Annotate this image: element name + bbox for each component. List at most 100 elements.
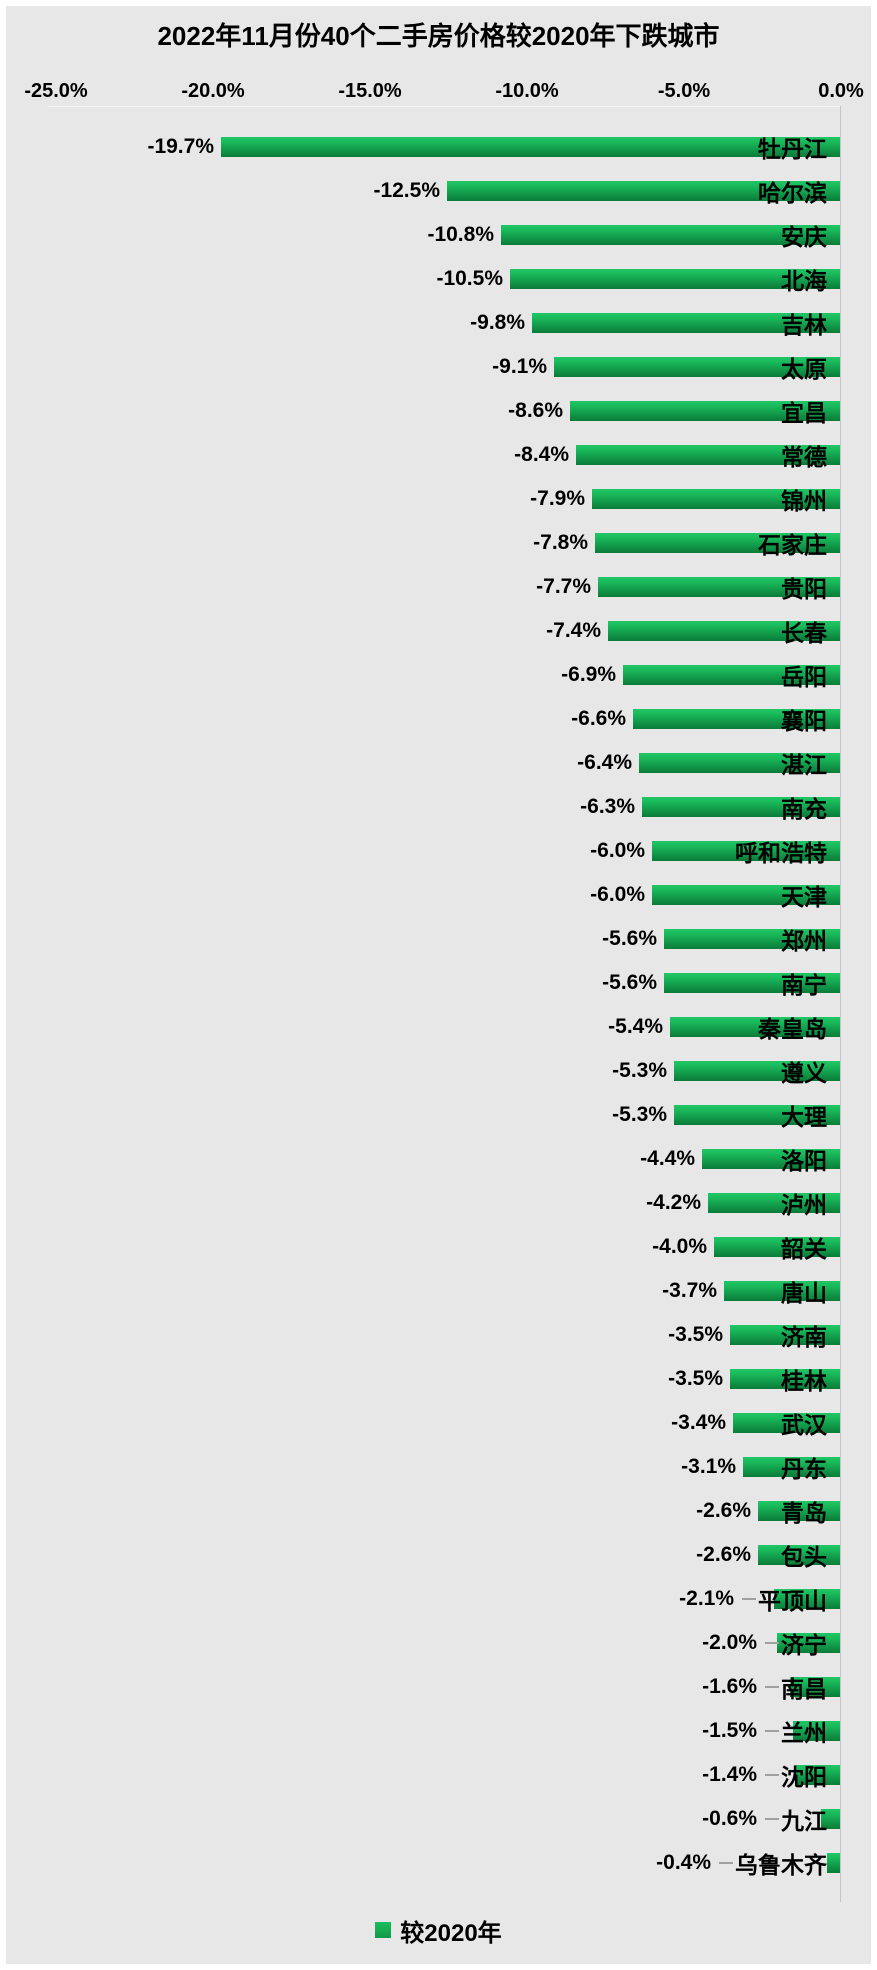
value-label: -3.5% xyxy=(668,1367,723,1390)
city-label: 兰州 xyxy=(781,1720,827,1746)
city-label: 郑州 xyxy=(781,928,827,954)
leader-line xyxy=(765,1686,779,1688)
zero-axis-line xyxy=(840,106,841,1902)
city-label: 贵阳 xyxy=(781,576,827,602)
bar xyxy=(758,1545,840,1565)
bar-row-labels: -1.4% 沈阳 xyxy=(702,1753,827,1797)
value-label: -2.0% xyxy=(702,1631,757,1654)
bar xyxy=(510,269,840,289)
value-label: -6.0% xyxy=(590,839,645,862)
bar xyxy=(595,533,840,553)
bar-row-labels: -2.0% 济宁 xyxy=(702,1621,827,1665)
value-label: -3.5% xyxy=(668,1323,723,1346)
bar xyxy=(447,181,840,201)
value-label: -8.6% xyxy=(508,399,563,422)
bar xyxy=(570,401,840,421)
value-label: -6.6% xyxy=(571,707,626,730)
bar xyxy=(793,1721,840,1741)
city-label: 韶关 xyxy=(781,1236,827,1262)
value-label: -3.1% xyxy=(681,1455,736,1478)
leader-line xyxy=(765,1818,779,1820)
city-label: 锦州 xyxy=(781,488,827,514)
value-label: -2.6% xyxy=(696,1543,751,1566)
city-label: 襄阳 xyxy=(781,708,827,734)
bar xyxy=(592,489,840,509)
value-label: -7.8% xyxy=(533,531,588,554)
bar xyxy=(730,1369,840,1389)
city-label: 哈尔滨 xyxy=(758,180,827,206)
value-label: -6.9% xyxy=(561,663,616,686)
bar xyxy=(576,445,840,465)
city-label: 济南 xyxy=(781,1324,827,1350)
city-label: 秦皇岛 xyxy=(758,1016,827,1042)
value-label: -6.4% xyxy=(577,751,632,774)
leader-line xyxy=(742,1598,756,1600)
value-label: -19.7% xyxy=(147,135,214,158)
bar-row-labels: -1.6% 南昌 xyxy=(702,1665,827,1709)
city-label: 洛阳 xyxy=(781,1148,827,1174)
legend-swatch xyxy=(375,1922,392,1938)
bar xyxy=(714,1237,840,1257)
bar xyxy=(639,753,840,773)
city-label: 呼和浩特 xyxy=(735,840,827,866)
bar-row-labels: -2.1% 平顶山 xyxy=(679,1577,827,1621)
city-label: 桂林 xyxy=(781,1368,827,1394)
city-label: 吉林 xyxy=(781,312,827,338)
city-label: 大理 xyxy=(781,1104,827,1130)
leader-line xyxy=(719,1862,733,1864)
city-label: 乌鲁木齐 xyxy=(735,1852,827,1878)
bar xyxy=(821,1809,840,1829)
x-axis-tick: -20.0% xyxy=(181,80,245,102)
bar xyxy=(724,1281,840,1301)
city-label: 九江 xyxy=(781,1808,827,1834)
x-axis-tick: -5.0% xyxy=(657,80,711,102)
value-label: -12.5% xyxy=(373,179,440,202)
city-label: 安庆 xyxy=(781,224,827,250)
value-label: -5.6% xyxy=(602,971,657,994)
value-label: -2.6% xyxy=(696,1499,751,1522)
leader-line xyxy=(765,1642,779,1644)
city-label: 宜昌 xyxy=(781,400,827,426)
value-label: -7.4% xyxy=(546,619,601,642)
bar-row-labels: -0.6% 九江 xyxy=(702,1797,827,1841)
value-label: -7.7% xyxy=(536,575,591,598)
x-axis-tick: -15.0% xyxy=(338,80,402,102)
city-label: 泸州 xyxy=(781,1192,827,1218)
value-label: -5.3% xyxy=(612,1059,667,1082)
bar xyxy=(598,577,840,597)
value-label: -9.8% xyxy=(470,311,525,334)
city-label: 湛江 xyxy=(781,752,827,778)
x-axis-tick: -25.0% xyxy=(24,80,88,102)
city-label: 南充 xyxy=(781,796,827,822)
bar xyxy=(702,1149,840,1169)
city-label: 北海 xyxy=(781,268,827,294)
bar xyxy=(674,1105,840,1125)
bar xyxy=(501,225,840,245)
value-label: -1.4% xyxy=(702,1763,757,1786)
city-label: 石家庄 xyxy=(758,532,827,558)
bar xyxy=(708,1193,840,1213)
city-label: 牡丹江 xyxy=(758,136,827,162)
value-label: -4.0% xyxy=(652,1235,707,1258)
bar xyxy=(796,1765,840,1785)
legend-label: 较2020年 xyxy=(400,1919,502,1947)
value-label: -0.6% xyxy=(702,1807,757,1830)
bar xyxy=(623,665,840,685)
value-label: -10.8% xyxy=(427,223,494,246)
plot-area-top-border xyxy=(48,106,841,107)
bar xyxy=(554,357,840,377)
bar xyxy=(730,1325,840,1345)
bar xyxy=(670,1017,840,1037)
bar xyxy=(633,709,840,729)
value-label: -3.7% xyxy=(662,1279,717,1302)
city-label: 长春 xyxy=(781,620,827,646)
value-label: -9.1% xyxy=(492,355,547,378)
legend: 较2020年 xyxy=(0,1914,877,1947)
city-label: 太原 xyxy=(781,356,827,382)
x-axis-tick: -10.0% xyxy=(495,80,559,102)
bar xyxy=(777,1633,840,1653)
bar xyxy=(733,1413,840,1433)
bar xyxy=(664,973,840,993)
city-label: 平顶山 xyxy=(758,1588,827,1614)
